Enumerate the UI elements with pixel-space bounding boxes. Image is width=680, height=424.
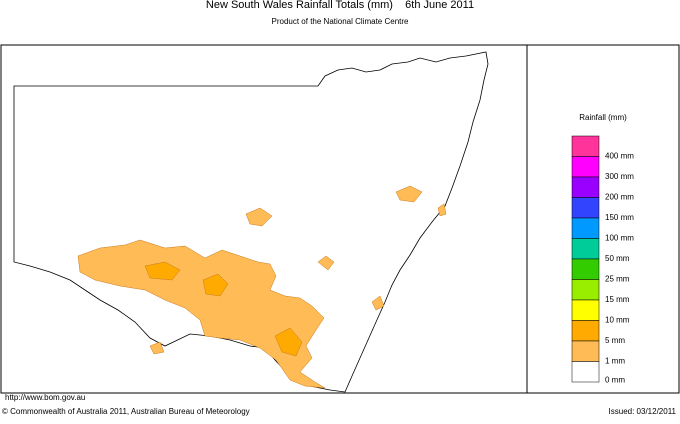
rain-5mm: [144, 261, 181, 281]
legend-swatch: [571, 299, 600, 321]
legend-label: 1 mm: [605, 357, 625, 366]
rain-1mm: [149, 341, 165, 355]
legend-label: 100 mm: [605, 234, 634, 243]
legend-label: 0 mm: [605, 376, 625, 385]
legend-swatch: [571, 279, 600, 301]
legend-label: 150 mm: [605, 213, 634, 222]
map: [13, 51, 489, 393]
legend-label: 300 mm: [605, 172, 634, 181]
legend-label: 5 mm: [605, 336, 625, 345]
issued: Issued: 03/12/2011: [609, 407, 677, 416]
frame: [0, 44, 680, 394]
legend-swatch: [571, 361, 600, 383]
legend-label: 10 mm: [605, 316, 630, 325]
rain-1mm: [371, 295, 385, 311]
url: http://www.bom.gov.au: [5, 393, 85, 402]
legend-swatch: [571, 258, 600, 280]
rain-1mm: [395, 185, 423, 203]
rain-1mm: [245, 207, 273, 227]
rain-1mm: [77, 239, 326, 389]
legend-swatch: [571, 156, 600, 178]
legend-swatch: [571, 217, 600, 239]
title: New South Wales Rainfall Totals (mm) 6th…: [206, 0, 474, 11]
legend-swatch: [571, 197, 600, 219]
copyright: © Commonwealth of Australia 2011, Austra…: [2, 407, 250, 416]
legend-label: 25 mm: [605, 275, 630, 284]
legend-swatch: [571, 176, 600, 198]
legend: 400 mm 300 mm 200 mm 150 mm 100 mm 50 mm 25 mm…: [571, 135, 634, 385]
legend-label: 200 mm: [605, 193, 634, 202]
legend-swatch: [571, 340, 600, 362]
legend-label: 15 mm: [605, 295, 630, 304]
subtitle: Product of the National Climate Centre: [272, 17, 410, 26]
legend-swatch: [571, 238, 600, 260]
legend-swatch: [571, 320, 600, 342]
rain-1mm: [437, 203, 447, 217]
legend-swatch: [571, 135, 600, 157]
rain-5mm: [202, 273, 229, 297]
legend-title: Rainfall (mm): [579, 113, 627, 122]
legend-label: 50 mm: [605, 254, 630, 263]
rain-1mm: [317, 255, 335, 271]
legend-label: 400 mm: [605, 152, 634, 161]
rain-5mm: [274, 327, 303, 357]
